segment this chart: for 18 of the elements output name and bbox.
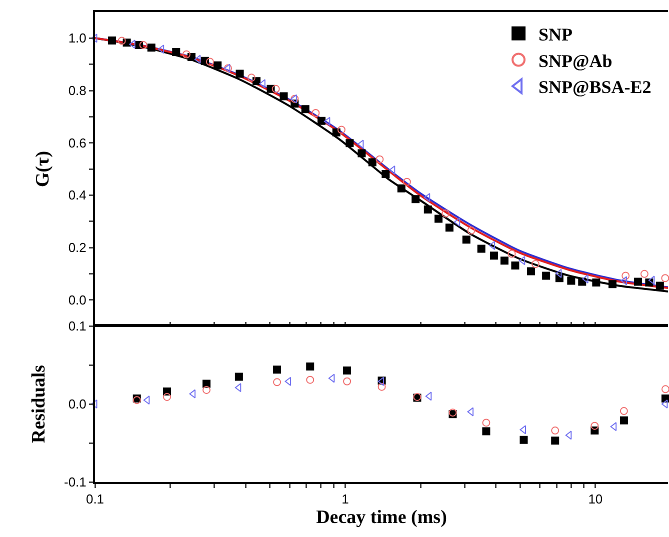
y-tick-label: 0.6 <box>68 135 86 150</box>
legend-label: SNP@BSA-E2 <box>538 77 652 98</box>
y-tick-label: 0.0 <box>68 396 86 412</box>
y-tick-label: 0.2 <box>68 240 86 256</box>
legend-label: SNP <box>538 24 573 44</box>
y-tick-label: 1.0 <box>68 30 86 46</box>
y-tick-label: 0.0 <box>68 292 86 308</box>
x-axis-title: Decay time (ms) <box>316 506 447 528</box>
y-tick-label: 0.1 <box>68 318 86 334</box>
y-axis-title: G(τ) <box>32 150 54 188</box>
y-tick-label: 0.4 <box>68 188 86 203</box>
x-tick-label: 1 <box>342 492 349 507</box>
y-tick-label: -0.1 <box>64 474 86 490</box>
x-tick-label: 0.1 <box>86 492 104 507</box>
y-tick-label: 0.8 <box>68 83 86 98</box>
y-axis-title: Residuals <box>28 364 50 444</box>
legend-label: SNP@Ab <box>538 50 612 71</box>
x-tick-label: 10 <box>588 492 603 507</box>
